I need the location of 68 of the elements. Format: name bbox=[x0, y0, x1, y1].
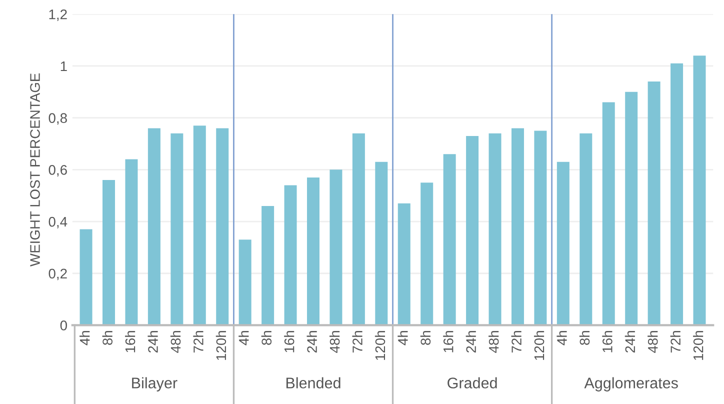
y-axis-title: WEIGHT LOST PERCENTAGE bbox=[30, 73, 40, 266]
x-tick-label: 4h bbox=[80, 330, 90, 346]
x-tick-label: 16h bbox=[602, 330, 612, 352]
bar bbox=[580, 133, 592, 326]
x-tick-label: 72h bbox=[511, 330, 522, 353]
x-tick-label: 8h bbox=[102, 330, 112, 345]
text: Agglomerates bbox=[584, 377, 678, 392]
bar bbox=[102, 180, 115, 326]
bar bbox=[534, 130, 547, 326]
bar bbox=[352, 133, 365, 326]
bar bbox=[488, 133, 502, 326]
bar bbox=[398, 203, 410, 326]
x-tick-label: 24h bbox=[624, 330, 635, 353]
bar bbox=[648, 82, 660, 326]
bar bbox=[262, 206, 274, 326]
x-tick-label: 24h bbox=[466, 330, 476, 353]
bar bbox=[216, 128, 229, 326]
x-tick-label: 24h bbox=[148, 330, 158, 353]
bar bbox=[284, 185, 297, 326]
x-tick-label: 24h bbox=[306, 330, 317, 353]
bar bbox=[330, 170, 342, 326]
x-tick-label: 8h bbox=[261, 330, 272, 345]
x-tick-label: 120h bbox=[374, 330, 386, 360]
y-tick-label: 0,4 bbox=[48, 216, 68, 228]
bar bbox=[125, 159, 138, 326]
bar bbox=[420, 182, 434, 326]
x-tick-label: 120h bbox=[216, 330, 226, 360]
y-tick-label: 0,8 bbox=[48, 113, 67, 125]
y-tick-label: 0,2 bbox=[48, 268, 67, 280]
x-tick-label: 4h bbox=[398, 330, 408, 346]
bar bbox=[148, 128, 160, 326]
x-tick-label: 72h bbox=[670, 330, 680, 353]
bar bbox=[670, 63, 684, 326]
text: Graded bbox=[448, 377, 497, 388]
bar bbox=[80, 229, 92, 326]
x-tick-label: 8h bbox=[420, 330, 431, 345]
bar bbox=[238, 240, 252, 326]
x-tick-label: 72h bbox=[352, 330, 362, 353]
bar bbox=[466, 136, 479, 326]
x-tick-label: 120h bbox=[534, 330, 544, 360]
text: Bilayer bbox=[132, 377, 178, 392]
bar bbox=[602, 102, 615, 326]
bar bbox=[511, 128, 524, 326]
bar bbox=[556, 162, 570, 326]
x-tick-label: 8h bbox=[579, 330, 590, 345]
bar bbox=[625, 92, 638, 326]
bar bbox=[306, 177, 320, 326]
x-tick-label: 48h bbox=[648, 330, 658, 353]
bar bbox=[693, 56, 706, 326]
y-tick-label: 0 bbox=[60, 320, 67, 330]
bar bbox=[170, 133, 184, 326]
x-tick-label: 16h bbox=[443, 330, 454, 352]
bar bbox=[193, 126, 206, 326]
x-tick-label: 16h bbox=[125, 330, 136, 352]
y-tick-label: 0,6 bbox=[48, 165, 67, 176]
x-tick-label: 48h bbox=[329, 330, 340, 353]
y-tick-label: 1 bbox=[60, 61, 67, 72]
x-tick-label: 48h bbox=[488, 330, 499, 353]
x-tick-label: 16h bbox=[284, 330, 294, 352]
x-tick-label: 4h bbox=[556, 330, 567, 346]
x-tick-label: 72h bbox=[193, 330, 204, 353]
x-tick-label: 120h bbox=[693, 330, 704, 360]
x-tick-label: 4h bbox=[238, 330, 249, 346]
text: Blended bbox=[286, 377, 340, 388]
x-tick-label: 48h bbox=[170, 330, 181, 353]
bar bbox=[375, 162, 388, 326]
bar bbox=[443, 154, 456, 326]
y-tick-label: 1,2 bbox=[49, 9, 67, 21]
